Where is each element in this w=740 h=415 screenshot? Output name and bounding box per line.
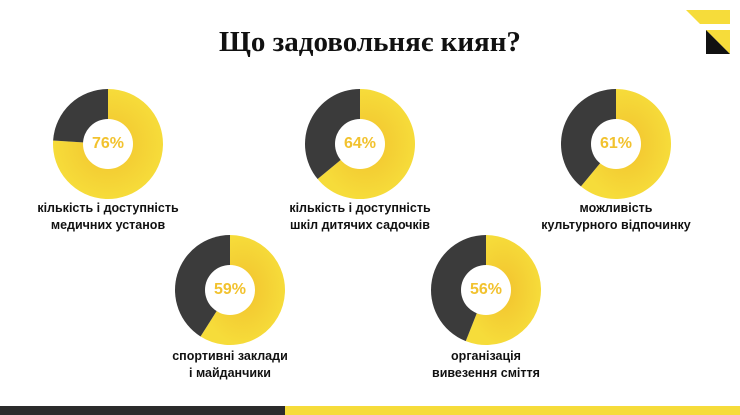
donut-3-hole	[591, 119, 641, 169]
logo-dark-shape	[706, 30, 730, 54]
donut-1-hole	[83, 119, 133, 169]
bottom-bar-yellow	[285, 406, 740, 415]
brand-logo	[686, 10, 730, 54]
donut-label-5: організація вивезення сміття	[376, 348, 596, 382]
donut-percent-1: 76%	[91, 135, 125, 152]
donut-chart-5: 56%	[430, 234, 542, 346]
donut-5-remainder-slice	[431, 235, 486, 342]
donut-chart-4: 59%	[174, 234, 286, 346]
donut-label-3-line-1: можливість	[579, 201, 653, 215]
donut-percent-3: 61%	[599, 135, 633, 152]
donut-label-4-line-1: спортивні заклади	[172, 349, 288, 363]
donut-3-remainder-slice	[561, 89, 616, 187]
donut-label-3: можливість культурного відпочинку	[506, 200, 726, 234]
donut-label-2: кількість і доступність шкіл дитячих сад…	[250, 200, 470, 234]
donut-label-3-line-2: культурного відпочинку	[541, 218, 691, 232]
page-title: Що задовольняє киян?	[219, 26, 521, 58]
donut-percent-2: 64%	[343, 135, 377, 152]
donut-label-5-line-1: організація	[451, 349, 521, 363]
donut-chart-3: 61%	[560, 88, 672, 200]
donut-percent-4: 59%	[213, 281, 247, 298]
donut-4-hole	[205, 265, 255, 315]
donut-label-4-line-2: і майданчики	[189, 366, 271, 380]
donut-label-4: спортивні заклади і майданчики	[120, 348, 340, 382]
donut-chart-2: 64%	[304, 88, 416, 200]
donut-svg-2	[305, 89, 415, 199]
donut-label-2-line-2: шкіл дитячих садочків	[290, 218, 430, 232]
donut-svg-4	[175, 235, 285, 345]
bottom-bar-dark	[0, 406, 285, 415]
donut-svg-1	[52, 89, 163, 199]
donut-5-hole	[461, 265, 511, 315]
donut-2-remainder-slice	[305, 89, 360, 180]
donut-2-hole	[335, 119, 385, 169]
donut-percent-5: 56%	[469, 281, 503, 298]
donut-svg-5	[431, 235, 541, 345]
donut-chart-1: 76%	[52, 88, 164, 200]
donut-label-1-line-1: кількість і доступність	[37, 201, 179, 215]
donut-svg-3	[561, 89, 671, 199]
donut-label-1-line-2: медичних установ	[50, 218, 166, 232]
donut-label-5-line-2: вивезення сміття	[432, 366, 540, 380]
donut-4-remainder-slice	[175, 235, 230, 337]
donut-label-2-line-1: кількість і доступність	[289, 201, 431, 215]
bottom-bar	[0, 406, 740, 415]
donut-label-1: кількість і доступність медичних установ	[0, 200, 218, 234]
